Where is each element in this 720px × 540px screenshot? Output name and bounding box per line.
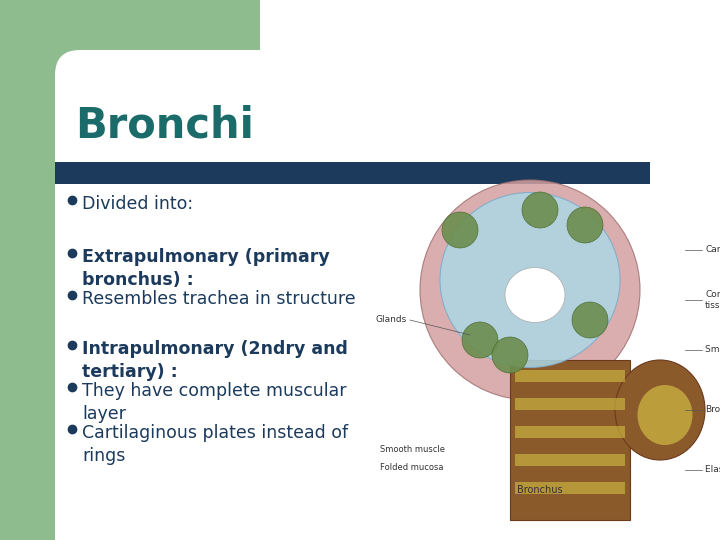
Circle shape bbox=[442, 212, 478, 248]
Text: Bronchi: Bronchi bbox=[75, 104, 254, 146]
Bar bbox=[55, 162, 650, 184]
Text: Intrapulmonary (2ndry and
tertiary) :: Intrapulmonary (2ndry and tertiary) : bbox=[82, 340, 348, 381]
Ellipse shape bbox=[440, 192, 620, 368]
Bar bbox=[515, 454, 625, 466]
Bar bbox=[0, 0, 55, 540]
Text: Smooth muscle: Smooth muscle bbox=[705, 346, 720, 354]
Text: Glands: Glands bbox=[375, 315, 406, 325]
Bar bbox=[515, 426, 625, 438]
Text: Cartilaginous plates instead of
rings: Cartilaginous plates instead of rings bbox=[82, 424, 348, 465]
Ellipse shape bbox=[615, 360, 705, 460]
Text: Extrapulmonary (primary
bronchus) :: Extrapulmonary (primary bronchus) : bbox=[82, 248, 330, 289]
Ellipse shape bbox=[505, 267, 565, 322]
Ellipse shape bbox=[637, 385, 693, 445]
Bar bbox=[515, 370, 625, 382]
Text: Bronchiole: Bronchiole bbox=[705, 406, 720, 415]
Ellipse shape bbox=[420, 180, 640, 400]
Bar bbox=[510, 360, 630, 520]
Circle shape bbox=[492, 337, 528, 373]
Text: Connective
tissue: Connective tissue bbox=[705, 291, 720, 310]
Text: Resembles trachea in structure: Resembles trachea in structure bbox=[82, 290, 356, 308]
Text: Divided into:: Divided into: bbox=[82, 195, 193, 213]
FancyBboxPatch shape bbox=[55, 50, 720, 540]
Text: Bronchus: Bronchus bbox=[517, 485, 563, 495]
Circle shape bbox=[572, 302, 608, 338]
Circle shape bbox=[522, 192, 558, 228]
Text: Cartilage: Cartilage bbox=[705, 246, 720, 254]
Text: Smooth muscle: Smooth muscle bbox=[380, 446, 445, 455]
Bar bbox=[515, 482, 625, 494]
Text: Elastic fiber: Elastic fiber bbox=[705, 465, 720, 475]
Text: They have complete muscular
layer: They have complete muscular layer bbox=[82, 382, 346, 423]
Bar bbox=[515, 398, 625, 410]
Text: Folded mucosa: Folded mucosa bbox=[380, 463, 444, 472]
Bar bbox=[0, 0, 260, 140]
Circle shape bbox=[567, 207, 603, 243]
Circle shape bbox=[462, 322, 498, 358]
